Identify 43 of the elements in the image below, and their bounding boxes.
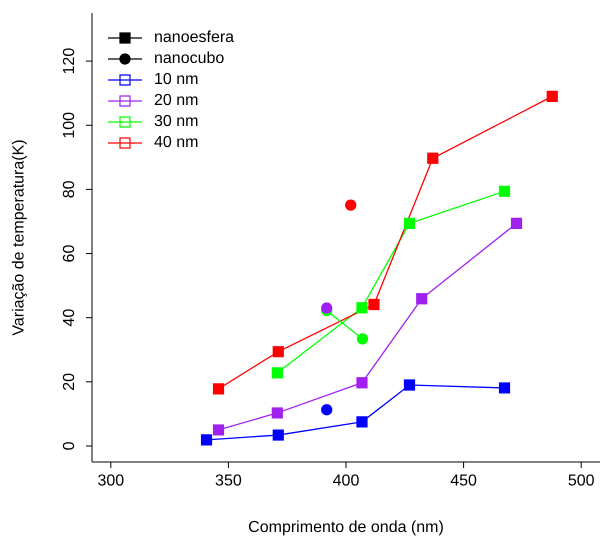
point <box>321 302 332 314</box>
y-tick-label: 80 <box>61 180 78 198</box>
point <box>212 424 224 436</box>
point <box>272 346 284 358</box>
x-tick-label: 350 <box>215 472 242 490</box>
y-axis-title: Variação de temperatura(K) <box>10 139 28 336</box>
legend-label: 30 nm <box>154 112 198 130</box>
point <box>546 90 558 102</box>
x-axis-title: Comprimento de onda (nm) <box>248 519 444 536</box>
legend-label: 20 nm <box>154 92 198 110</box>
y-tick-label: 60 <box>61 244 78 262</box>
legend-label: nanocubo <box>154 50 224 68</box>
legend-label: nanoesfera <box>154 28 234 46</box>
point <box>368 298 380 310</box>
point <box>427 152 438 164</box>
point <box>416 293 428 304</box>
x-tick-label: 400 <box>332 472 360 490</box>
point <box>356 416 368 428</box>
point <box>356 302 368 314</box>
point <box>272 429 284 441</box>
x-tick-label: 450 <box>450 472 478 490</box>
point <box>212 383 224 394</box>
point <box>404 218 416 229</box>
point <box>498 382 510 394</box>
legend-label: 10 nm <box>154 70 198 88</box>
y-tick-label: 0 <box>61 441 78 450</box>
x-tick-label: 300 <box>97 472 124 490</box>
point <box>356 333 368 344</box>
y-tick-label: 120 <box>61 48 78 74</box>
point <box>272 367 283 378</box>
point <box>272 407 283 419</box>
point <box>498 186 510 197</box>
point <box>321 404 332 416</box>
legend-label: 40 nm <box>154 134 198 152</box>
point <box>356 377 368 388</box>
point <box>200 434 212 446</box>
y-tick-label: 40 <box>61 308 78 327</box>
point <box>404 379 416 391</box>
y-tick-label: 100 <box>61 112 78 139</box>
point <box>345 199 356 211</box>
point <box>510 218 522 229</box>
x-tick-label: 500 <box>568 472 595 490</box>
y-tick-label: 20 <box>61 372 78 391</box>
